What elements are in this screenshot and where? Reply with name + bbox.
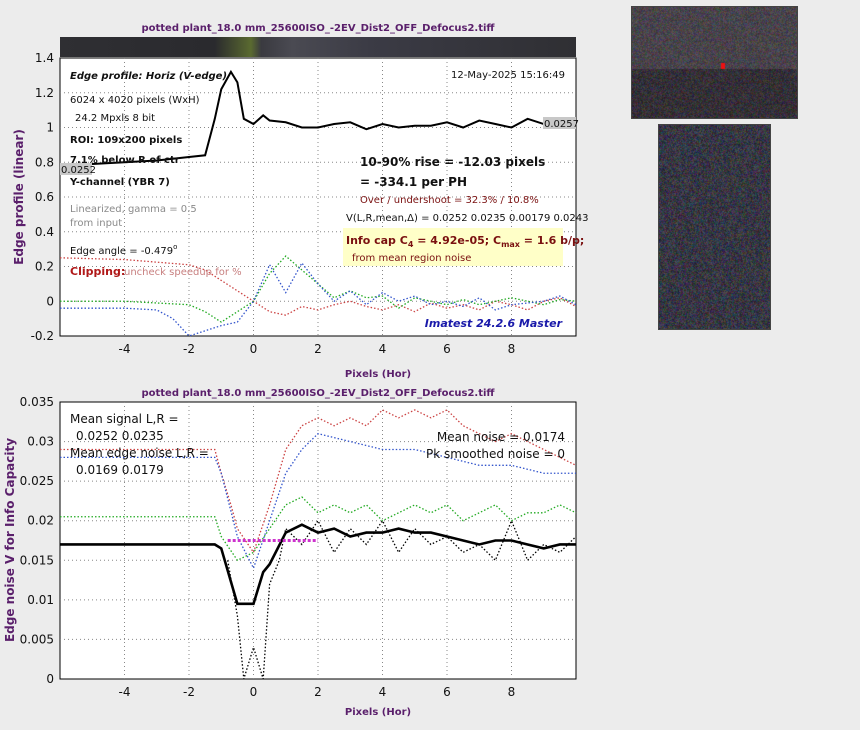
top-x-tick-label: 2 <box>314 342 322 356</box>
bot-y-tick-label: 0.035 <box>20 395 54 409</box>
mean-edge-noise-values: 0.0169 0.0179 <box>76 463 164 477</box>
bottom-series <box>60 409 577 680</box>
bot-y-tick-label: 0 <box>46 672 54 686</box>
bottom-chart-title: potted plant_18.0 mm_25600ISO_-2EV_Dist2… <box>141 388 495 399</box>
mean-signal-values: 0.0252 0.0235 <box>76 429 164 443</box>
top-x-tick-label: 8 <box>508 342 516 356</box>
mean-signal-label: Mean signal L,R = <box>70 412 179 426</box>
v-values-label: V(L,R,mean,Δ) = 0.0252 0.0235 0.00179 0.… <box>346 213 589 224</box>
clipping-label: Clipping: <box>70 265 125 278</box>
mean-edge-noise-label: Mean edge noise L,R = <box>70 446 209 460</box>
bot-y-tick-label: 0.03 <box>27 435 54 449</box>
info-capacity-note: from mean region noise <box>352 253 471 264</box>
rise-label: 10-90% rise = -12.03 pixels <box>360 155 545 169</box>
left-value-tag-bg <box>60 163 92 175</box>
info-capacity-box <box>343 228 563 266</box>
top-series-line-2 <box>60 255 577 323</box>
bot-x-tick-label: 4 <box>379 685 387 699</box>
top-x-axis-label: Pixels (Hor) <box>345 369 411 380</box>
edge-noise-chart: potted plant_18.0 mm_25600ISO_-2EV_Dist2… <box>3 388 577 718</box>
edge-profile-chart: potted plant_18.0 mm_25600ISO_-2EV_Dist2… <box>12 23 589 380</box>
from-input-label: from input <box>70 218 122 229</box>
bottom-y-axis-label: Edge noise V for Info Capacity <box>3 438 17 642</box>
edge-image-strip <box>60 37 576 57</box>
mpxls-label: 24.2 Mpxls 8 bit <box>75 113 155 124</box>
top-x-tick-label: 6 <box>443 342 451 356</box>
top-x-tick-label: -4 <box>119 342 131 356</box>
roi-thumbnail <box>658 124 771 330</box>
date-label: 12-May-2025 15:16:49 <box>451 70 565 81</box>
top-chart-title: potted plant_18.0 mm_25600ISO_-2EV_Dist2… <box>141 23 495 34</box>
bot-x-tick-label: 2 <box>314 685 322 699</box>
bot-x-tick-label: -4 <box>119 685 131 699</box>
bot-x-tick-label: 6 <box>443 685 451 699</box>
mean-noise-label: Mean noise = 0.0174 <box>437 430 565 444</box>
edge-angle-label: Edge angle = -0.479o <box>70 243 177 257</box>
top-y-tick-label: 0.8 <box>35 155 54 169</box>
bot-x-tick-label: 0 <box>250 685 258 699</box>
top-series-line-1 <box>59 257 577 316</box>
region-thumbnail <box>631 6 798 119</box>
bot-y-tick-label: 0.025 <box>20 474 54 488</box>
left-value-tag: 0.0252 <box>61 165 96 176</box>
bot-y-tick-label: 0.005 <box>20 632 54 646</box>
top-y-tick-label: 0.4 <box>35 225 54 239</box>
channel-label: Y-channel (YBR 7) <box>69 177 170 188</box>
bot-y-tick-label: 0.02 <box>27 514 54 528</box>
top-y-tick-label: 0 <box>46 294 54 308</box>
edge-profile-label: Edge profile: Horiz (V-edge) <box>70 71 227 82</box>
bot-series-line-2 <box>60 409 577 554</box>
top-x-tick-label: 0 <box>250 342 258 356</box>
bot-series-line-4 <box>60 496 577 562</box>
pk-noise-label: Pk smoothed noise = 0 <box>426 447 565 461</box>
top-x-tick-label: -2 <box>183 342 195 356</box>
top-series <box>59 69 577 337</box>
bot-series-line-3 <box>60 432 576 570</box>
top-plot-area <box>59 57 577 337</box>
imatest-brand: Imatest 24.2.6 Master <box>425 317 563 330</box>
info-capacity-label: Info cap C4 = 4.92e-05; Cmax = 1.6 b/p; <box>346 234 584 249</box>
bot-y-tick-label: 0.015 <box>20 553 54 567</box>
bot-x-tick-label: -2 <box>183 685 195 699</box>
right-value-tag: 0.0257 <box>544 119 579 130</box>
overshoot-label: Over / undershoot = 32.3% / 10.8% <box>360 195 539 206</box>
top-y-tick-label: 0.2 <box>35 260 54 274</box>
top-y-tick-label: 1 <box>46 121 54 135</box>
right-value-tag-bg <box>543 117 576 129</box>
top-y-tick-label: 1.4 <box>35 51 54 65</box>
bottom-x-axis-label: Pixels (Hor) <box>345 707 411 718</box>
bot-series-line-0 <box>60 523 576 606</box>
top-y-axis-label: Edge profile (linear) <box>12 129 26 265</box>
top-ticks: -4 -2 0 2 4 6 8 -0.2 0 0.2 0.4 0.6 0.8 1 1.2 1.4 <box>31 51 516 356</box>
bottom-ticks: -4 -2 0 2 4 6 8 0 0.005 0.01 0.015 0.02 0.025 0.03 0.0… <box>20 395 516 699</box>
below-label: 7.1% below R of ctr <box>70 155 180 166</box>
top-y-tick-label: 0.6 <box>35 190 54 204</box>
top-y-tick-label: -0.2 <box>31 329 54 343</box>
top-series-line-0 <box>59 69 576 167</box>
linearized-label: Linearized, gamma = 0.5 <box>70 204 197 215</box>
clipping-note: uncheck speedup for % <box>124 267 242 278</box>
per-ph-label: = -334.1 per PH <box>360 175 467 189</box>
dims-label: 6024 x 4020 pixels (WxH) <box>70 95 200 106</box>
roi-label: ROI: 109x200 pixels <box>70 135 182 146</box>
top-y-tick-label: 1.2 <box>35 86 54 100</box>
bot-x-tick-label: 8 <box>508 685 516 699</box>
bot-y-tick-label: 0.01 <box>27 593 54 607</box>
top-x-tick-label: 4 <box>379 342 387 356</box>
